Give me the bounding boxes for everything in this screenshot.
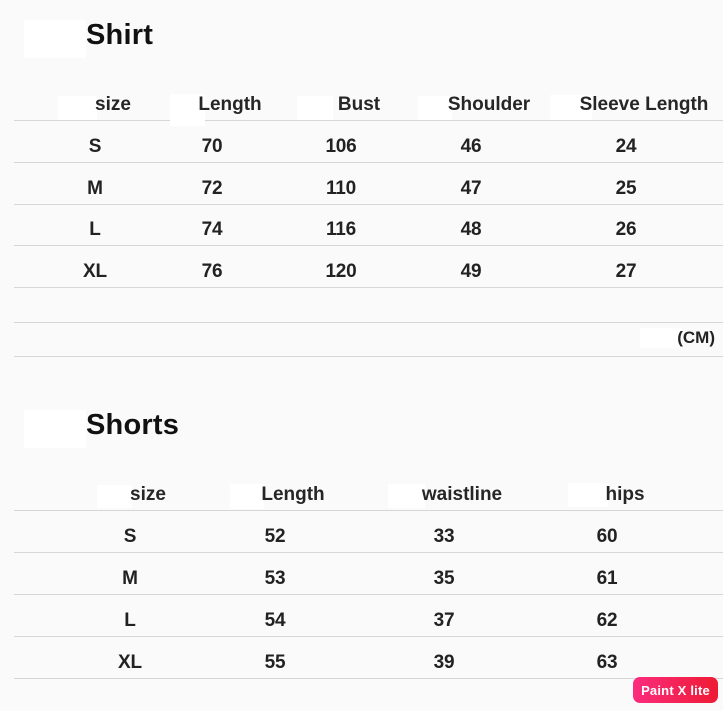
cell-sleeve: 26 (615, 219, 637, 240)
cell-hips: 63 (596, 652, 618, 673)
cell-shoulder: 46 (460, 136, 482, 157)
shirt-row-l: L 74 116 48 26 (14, 204, 723, 246)
cell-size: S (123, 526, 137, 547)
cell-bust: 110 (325, 178, 357, 199)
erased-patch (568, 483, 608, 507)
shirt-col-size: size (95, 94, 131, 115)
cell-length: 70 (201, 136, 223, 157)
cell-hips: 60 (596, 526, 618, 547)
cell-length: 55 (264, 652, 286, 673)
erased-patch (170, 94, 205, 126)
shorts-row-m: M 53 35 61 (14, 552, 723, 595)
cell-size: M (122, 568, 138, 589)
cell-hips: 61 (596, 568, 618, 589)
cell-bust: 116 (325, 219, 357, 240)
cell-size: XL (83, 261, 107, 282)
erased-patch (58, 96, 97, 120)
cell-length: 72 (201, 178, 223, 199)
shirt-col-shoulder: Shoulder (447, 94, 531, 115)
shirt-unit-row: (CM) (14, 322, 723, 357)
cell-hips: 62 (596, 610, 618, 631)
cell-sleeve: 27 (615, 261, 637, 282)
shorts-col-waistline: waistline (421, 484, 503, 505)
watermark-badge: Paint X lite (633, 677, 718, 703)
shirt-col-sleeve-length: Sleeve Length (579, 94, 709, 115)
shirt-col-bust: Bust (337, 94, 381, 115)
cell-sleeve: 24 (615, 136, 637, 157)
shorts-row-l: L 54 37 62 (14, 594, 723, 637)
shorts-row-xl: XL 55 39 63 (14, 636, 723, 679)
shorts-header-row: size Length waistline hips (14, 468, 723, 511)
unit-note: (CM) (677, 328, 715, 347)
erased-patch (640, 328, 682, 348)
erased-patch (24, 20, 86, 58)
cell-bust: 106 (325, 136, 357, 157)
cell-bust: 120 (325, 261, 357, 282)
erased-patch (388, 484, 425, 508)
cell-size: L (89, 219, 101, 240)
shirt-empty-row (14, 287, 723, 323)
cell-size: M (87, 178, 103, 199)
cell-length: 76 (201, 261, 223, 282)
shirt-row-s: S 70 106 46 24 (14, 120, 723, 163)
cell-length: 53 (264, 568, 286, 589)
shorts-title: Shorts (86, 409, 180, 441)
cell-size: XL (118, 652, 142, 673)
erased-patch (230, 484, 264, 509)
cell-length: 54 (264, 610, 286, 631)
cell-shoulder: 47 (460, 178, 482, 199)
shirt-header-row: size Length Bust Shoulder Sleeve Length (14, 78, 723, 121)
shirt-title: Shirt (86, 19, 154, 51)
cell-shoulder: 48 (460, 219, 482, 240)
cell-waistline: 39 (433, 652, 455, 673)
shirt-col-length: Length (198, 94, 262, 115)
cell-waistline: 33 (433, 526, 455, 547)
cell-size: S (88, 136, 102, 157)
erased-patch (418, 96, 452, 120)
cell-sleeve: 25 (615, 178, 637, 199)
shirt-row-xl: XL 76 120 49 27 (14, 245, 723, 288)
erased-patch (550, 95, 592, 120)
erased-patch (297, 96, 333, 120)
cell-waistline: 35 (433, 568, 455, 589)
cell-length: 74 (201, 219, 223, 240)
cell-size: L (124, 610, 136, 631)
shirt-row-m: M 72 110 47 25 (14, 162, 723, 205)
cell-shoulder: 49 (460, 261, 482, 282)
watermark-label: Paint X lite (641, 682, 710, 698)
erased-patch (24, 410, 86, 448)
cell-length: 52 (264, 526, 286, 547)
erased-patch (97, 485, 132, 508)
cell-waistline: 37 (433, 610, 455, 631)
shorts-col-hips: hips (605, 484, 645, 505)
shorts-col-size: size (130, 484, 166, 505)
shorts-col-length: Length (261, 484, 325, 505)
shorts-row-s: S 52 33 60 (14, 510, 723, 553)
